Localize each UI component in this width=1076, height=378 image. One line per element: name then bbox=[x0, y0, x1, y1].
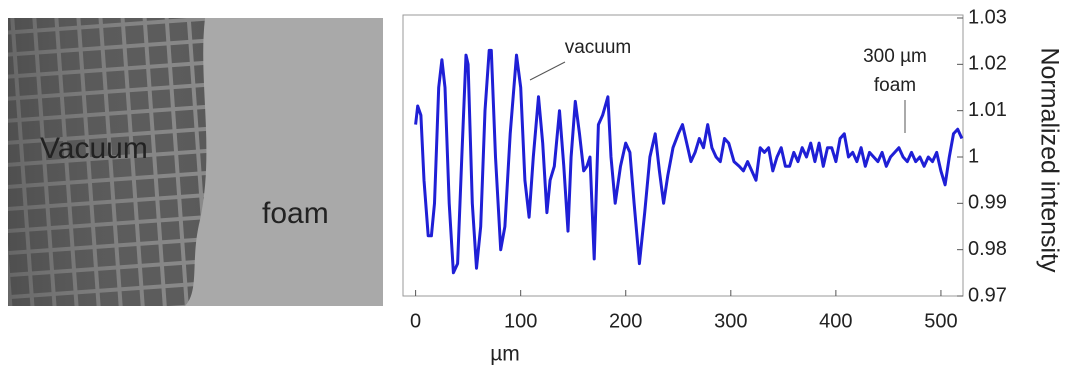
y-tick-label: 1.01 bbox=[968, 99, 1007, 121]
x-tick-label: 300 bbox=[714, 310, 747, 332]
annotation-pointer bbox=[529, 61, 566, 81]
x-tick-label: 200 bbox=[609, 310, 642, 332]
x-tick-label: 500 bbox=[924, 310, 957, 332]
annotation: vacuum bbox=[565, 37, 632, 58]
y-tick-label: 0.99 bbox=[968, 192, 1007, 214]
data-line bbox=[414, 48, 964, 275]
x-tick-label: 100 bbox=[504, 310, 537, 332]
image-label: foam bbox=[262, 197, 329, 230]
y-axis-label: Normalized intensity bbox=[1035, 47, 1063, 273]
y-tick-label: 1 bbox=[968, 145, 979, 167]
annotation: 300 µm bbox=[863, 46, 927, 67]
x-tick-label: 400 bbox=[819, 310, 852, 332]
plot-frame bbox=[402, 14, 964, 297]
y-tick-label: 0.97 bbox=[968, 284, 1007, 306]
x-axis-label: µm bbox=[490, 343, 520, 366]
annotation: foam bbox=[874, 75, 916, 96]
y-tick-label: 1.03 bbox=[968, 6, 1007, 28]
y-tick-label: 0.98 bbox=[968, 238, 1007, 260]
y-tick-label: 1.02 bbox=[968, 53, 1007, 75]
image-label: Vacuum bbox=[40, 132, 148, 165]
micrograph: Vacuum foam bbox=[8, 18, 383, 306]
x-tick-label: 0 bbox=[410, 310, 421, 332]
